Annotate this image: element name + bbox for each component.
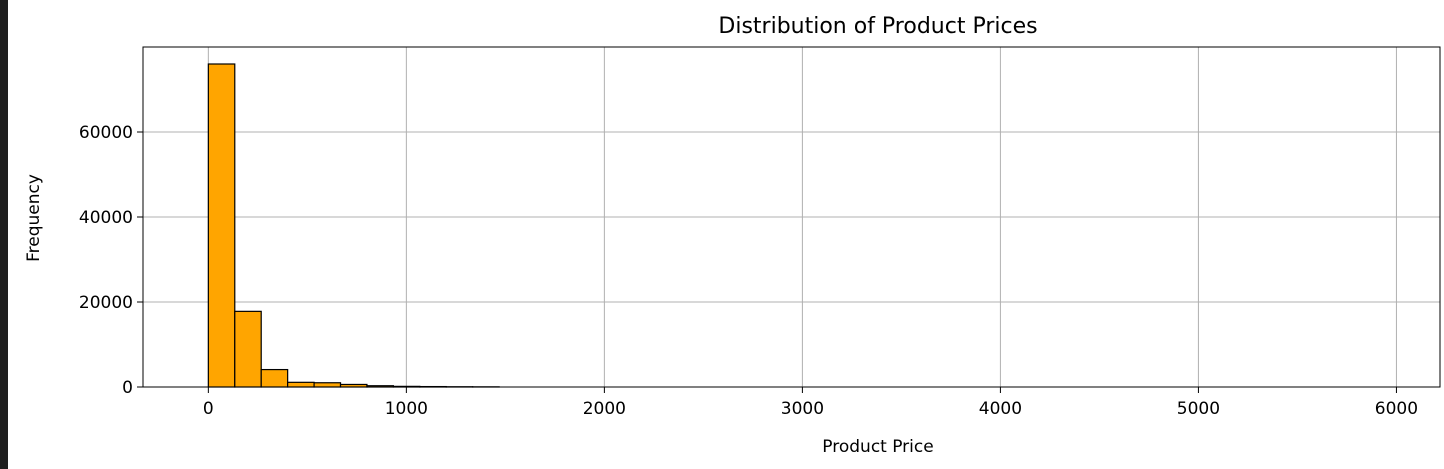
y-axis-label: Frequency	[24, 174, 44, 262]
chart-title: Distribution of Product Prices	[718, 14, 1037, 39]
histogram-bar	[207, 63, 236, 388]
x-tick-label: 0	[203, 399, 214, 419]
histogram-bar	[260, 368, 289, 388]
histogram-bars	[207, 63, 500, 388]
grid-lines	[143, 47, 1440, 388]
y-tick-label: 40000	[79, 208, 133, 228]
x-tick-label: 2000	[583, 399, 626, 419]
y-tick-label: 60000	[79, 123, 133, 143]
y-axis-ticks: 0 20000 40000 60000	[79, 123, 143, 398]
histogram-bar	[313, 382, 342, 388]
histogram-bar	[234, 310, 262, 388]
x-tick-label: 4000	[979, 399, 1022, 419]
x-axis-ticks: 0 1000 2000 3000 4000 5000 6000	[203, 387, 1418, 419]
y-tick-label: 0	[122, 378, 133, 398]
x-tick-label: 6000	[1375, 399, 1418, 419]
histogram-bar	[287, 381, 315, 388]
x-tick-label: 5000	[1177, 399, 1220, 419]
x-axis-label: Product Price	[822, 437, 933, 457]
x-tick-label: 3000	[781, 399, 824, 419]
x-tick-label: 1000	[385, 399, 428, 419]
window-edge	[0, 0, 8, 469]
y-tick-label: 20000	[79, 293, 133, 313]
